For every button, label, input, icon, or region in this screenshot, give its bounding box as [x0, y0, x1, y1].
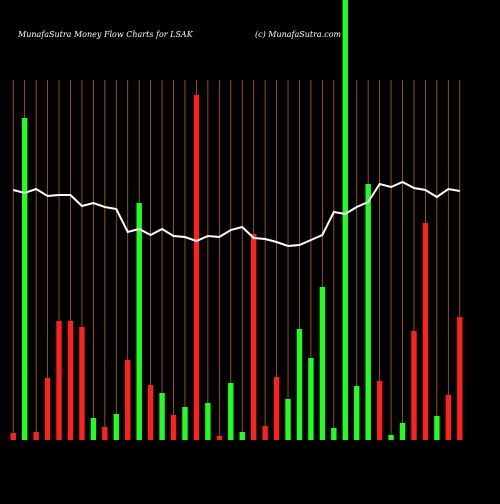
bar	[445, 395, 452, 440]
bar	[319, 287, 326, 440]
bar	[102, 427, 108, 440]
bar	[457, 317, 463, 440]
bar	[273, 377, 280, 440]
bar	[308, 358, 314, 440]
bar	[376, 381, 383, 440]
bar	[422, 223, 429, 440]
bar	[10, 433, 16, 440]
bar	[56, 321, 62, 440]
bar	[193, 95, 200, 440]
bar	[228, 383, 234, 440]
bar	[90, 418, 97, 440]
bar	[79, 327, 85, 440]
bar	[365, 184, 371, 440]
money-flow-line	[12, 180, 460, 248]
bar	[239, 432, 245, 440]
bar	[67, 321, 74, 440]
bar	[342, 0, 348, 440]
bar	[205, 403, 211, 440]
bar	[125, 360, 131, 440]
bar	[411, 331, 417, 440]
bar	[262, 426, 268, 440]
bar	[182, 407, 188, 440]
bar	[33, 432, 39, 440]
bar	[388, 435, 394, 440]
bar	[296, 329, 303, 440]
chart-subtitle: (c) MunafaSutra.com	[255, 30, 342, 39]
bar	[285, 399, 291, 440]
bar	[21, 118, 28, 440]
bar	[113, 414, 119, 440]
bar	[147, 385, 154, 440]
bar	[399, 423, 406, 440]
bar	[159, 393, 165, 440]
bar	[170, 415, 177, 440]
bar	[44, 378, 51, 440]
bar	[331, 428, 337, 440]
bar	[250, 234, 257, 440]
bar	[216, 436, 223, 440]
bar	[434, 416, 440, 440]
bar	[354, 386, 360, 440]
bar	[136, 203, 142, 440]
chart-title: MunafaSutra Money Flow Charts for LSAK	[17, 30, 194, 39]
